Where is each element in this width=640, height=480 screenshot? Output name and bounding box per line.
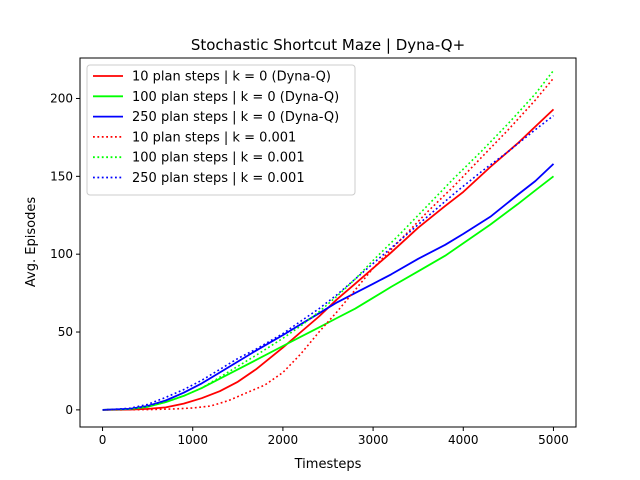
x-tick-label: 2000 (268, 433, 299, 447)
legend-label: 250 plan steps | k = 0.001 (132, 171, 305, 186)
x-tick-label: 4000 (448, 433, 479, 447)
chart-title: Stochastic Shortcut Maze | Dyna-Q+ (191, 36, 465, 54)
legend-label: 100 plan steps | k = 0 (Dyna-Q) (132, 90, 339, 105)
series-line-1 (102, 108, 555, 411)
series-line-4 (102, 77, 555, 411)
legend-label: 100 plan steps | k = 0.001 (132, 151, 305, 166)
y-tick-label: 0 (65, 403, 73, 417)
legend-label: 10 plan steps | k = 0 (Dyna-Q) (132, 70, 331, 85)
y-tick-label: 50 (58, 325, 73, 339)
x-tick-label: 1000 (177, 433, 208, 447)
x-axis-label: Timesteps (294, 457, 362, 472)
series-line-3 (102, 163, 555, 411)
x-axis: 0 1000 2000 3000 4000 5000 (99, 427, 569, 447)
x-tick-label: 5000 (538, 433, 569, 447)
x-tick-label: 3000 (358, 433, 389, 447)
legend: 10 plan steps | k = 0 (Dyna-Q) 100 plan s… (86, 64, 356, 196)
legend-label: 250 plan steps | k = 0 (Dyna-Q) (132, 110, 339, 125)
y-axis: 0 50 100 150 200 (50, 91, 80, 417)
y-tick-label: 100 (50, 247, 73, 261)
series-line-2 (102, 175, 555, 411)
legend-label: 10 plan steps | k = 0.001 (132, 130, 296, 145)
y-tick-label: 200 (50, 91, 73, 105)
x-tick-label: 0 (99, 433, 107, 447)
plot-lines (102, 70, 555, 411)
y-axis-label: Avg. Episodes (24, 197, 39, 287)
y-tick-label: 150 (50, 169, 73, 183)
legend-box (86, 64, 356, 196)
plot-frame (79, 57, 577, 428)
